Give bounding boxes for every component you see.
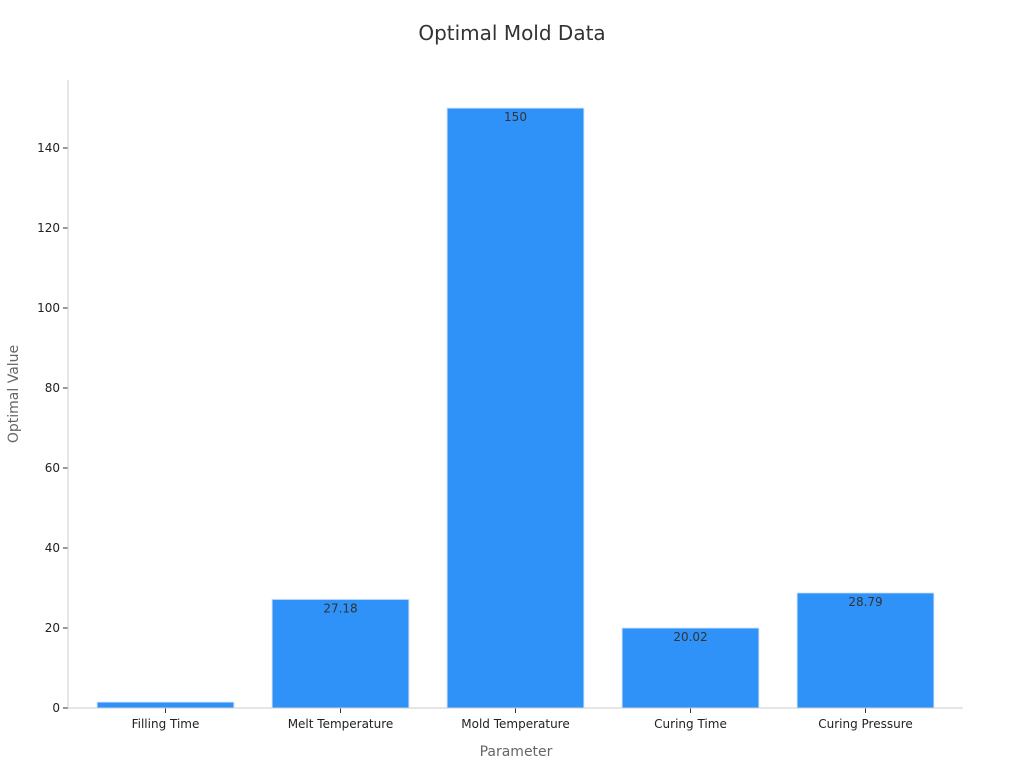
y-axis-label: Optimal Value xyxy=(6,345,22,443)
bars-group: 27.18 150 20.02 28.79 xyxy=(96,107,935,709)
bar-data-label: 28.79 xyxy=(848,595,882,609)
axes-group xyxy=(67,80,963,709)
y-tick-label: 0 xyxy=(52,701,60,715)
x-tick-label: Melt Temperature xyxy=(288,717,394,731)
y-tick-label: 20 xyxy=(45,621,60,635)
x-axis-ticks: Filling Time Melt Temperature Mold Tempera… xyxy=(132,708,913,731)
y-tick-label: 100 xyxy=(37,301,60,315)
y-tick-label: 120 xyxy=(37,221,60,235)
bar-data-label: 150 xyxy=(504,110,527,124)
y-tick-label: 80 xyxy=(45,381,60,395)
x-tick-label: Filling Time xyxy=(132,717,200,731)
bar-curing-pressure[interactable] xyxy=(796,592,935,709)
bar-curing-time[interactable] xyxy=(621,627,760,709)
x-axis-label: Parameter xyxy=(480,744,553,760)
y-tick-label: 40 xyxy=(45,541,60,555)
y-tick-label: 140 xyxy=(37,141,60,155)
bar-data-label: 20.02 xyxy=(673,630,707,644)
y-tick-label: 60 xyxy=(45,461,60,475)
x-tick-label: Mold Temperature xyxy=(461,717,569,731)
chart-title: Optimal Mold Data xyxy=(418,21,605,45)
bar-filling-time[interactable] xyxy=(96,701,235,709)
bar-data-label: 27.18 xyxy=(323,601,357,615)
bar-mold-temperature[interactable] xyxy=(446,107,585,709)
x-tick-label: Curing Time xyxy=(654,717,727,731)
x-tick-label: Curing Pressure xyxy=(818,717,913,731)
y-axis-ticks: 0 20 40 60 80 100 120 140 xyxy=(37,141,68,715)
bar-melt-temperature[interactable] xyxy=(271,598,410,709)
